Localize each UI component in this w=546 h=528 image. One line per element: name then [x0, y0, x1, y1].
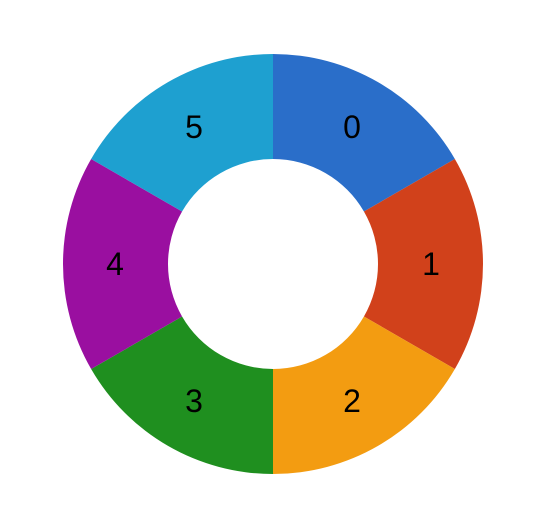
donut-slice-label-1: 1	[422, 246, 440, 282]
donut-slice-label-4: 4	[106, 246, 124, 282]
donut-chart: 0 1 2 3 4 5	[0, 0, 546, 528]
donut-slice-label-0: 0	[343, 109, 361, 145]
donut-chart-svg: 0 1 2 3 4 5	[0, 0, 546, 528]
donut-slice-label-2: 2	[343, 383, 361, 419]
donut-slice-label-3: 3	[185, 383, 203, 419]
donut-slice-label-5: 5	[185, 109, 203, 145]
